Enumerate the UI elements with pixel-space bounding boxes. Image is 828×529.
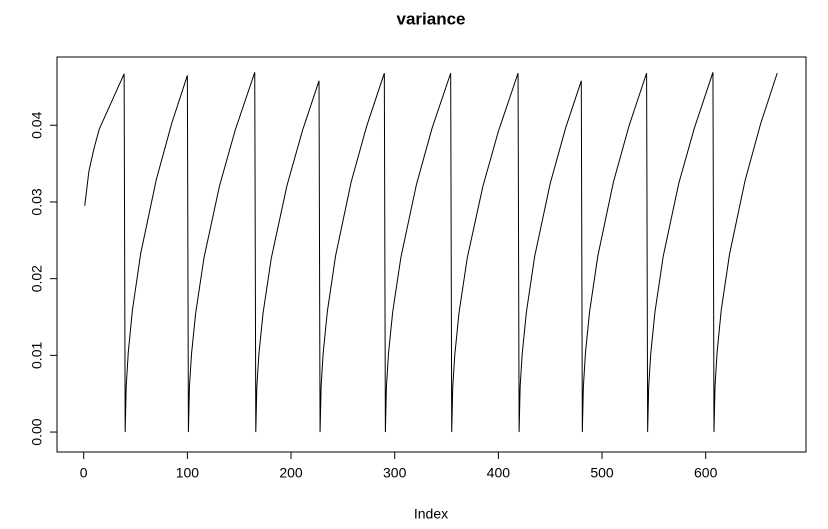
plot-box (56, 56, 807, 453)
x-tick-label: 500 (590, 465, 614, 481)
y-tick-label: 0.00 (29, 418, 45, 445)
x-tick-label: 300 (383, 465, 407, 481)
x-tick-label: 200 (279, 465, 303, 481)
y-tick-label: 0.03 (29, 188, 45, 215)
y-tick-label: 0.01 (29, 342, 45, 369)
y-tick-label: 0.04 (29, 111, 45, 138)
x-tick-label: 0 (80, 465, 88, 481)
x-tick-label: 400 (487, 465, 511, 481)
x-axis-label: Index (414, 506, 448, 522)
y-tick-label: 0.02 (29, 265, 45, 292)
x-tick-label: 600 (694, 465, 718, 481)
chart-title: variance (397, 9, 466, 28)
x-tick-label: 100 (176, 465, 200, 481)
data-line (84, 72, 778, 433)
